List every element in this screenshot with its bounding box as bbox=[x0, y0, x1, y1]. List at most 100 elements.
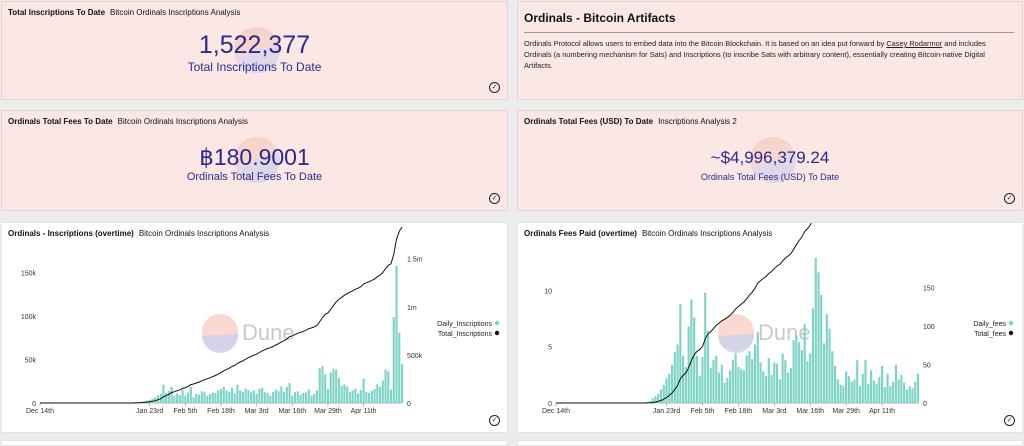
bar bbox=[856, 360, 858, 403]
bar bbox=[338, 378, 340, 403]
bar bbox=[297, 391, 299, 403]
y-tick-label-left: 5 bbox=[548, 345, 552, 352]
bar bbox=[754, 344, 756, 403]
artifacts-title: Ordinals - Bitcoin Artifacts bbox=[524, 11, 676, 25]
bar bbox=[162, 385, 164, 403]
bar bbox=[809, 353, 811, 403]
legend-label: Daily_Inscriptions bbox=[437, 321, 492, 328]
bar bbox=[184, 396, 186, 403]
bar bbox=[671, 365, 673, 403]
bar bbox=[357, 393, 359, 403]
bar bbox=[726, 378, 728, 403]
x-tick-label: Feb 18th bbox=[725, 408, 753, 415]
bar bbox=[820, 295, 822, 403]
bar bbox=[889, 386, 891, 403]
bar bbox=[278, 391, 280, 403]
bar bbox=[746, 356, 748, 403]
bar bbox=[302, 393, 304, 403]
bar bbox=[368, 393, 370, 403]
bar bbox=[737, 367, 739, 403]
bar bbox=[209, 394, 211, 403]
total-fees-usd-value: ~$4,996,379.24 bbox=[518, 148, 1022, 168]
bar bbox=[790, 368, 792, 403]
check-circle-icon: ✓ bbox=[1004, 193, 1015, 204]
bar bbox=[834, 366, 836, 403]
bar bbox=[341, 386, 343, 403]
total-inscriptions-value: 1,522,377 bbox=[2, 31, 507, 60]
bar bbox=[324, 374, 326, 403]
bar bbox=[900, 375, 902, 403]
bar bbox=[693, 317, 695, 403]
bar bbox=[374, 389, 376, 403]
artifacts-description: Ordinals Protocol allows users to embed … bbox=[524, 38, 1014, 71]
bar bbox=[804, 324, 806, 403]
y-tick-label-left: 100k bbox=[21, 314, 37, 321]
legend-label: Daily_fees bbox=[973, 321, 1006, 328]
bar bbox=[699, 376, 701, 403]
bar bbox=[256, 394, 258, 403]
bar bbox=[787, 373, 789, 403]
bar bbox=[837, 379, 839, 403]
bar bbox=[245, 389, 247, 403]
x-tick-label: Mar 29th bbox=[832, 408, 860, 415]
legend-swatch bbox=[495, 321, 499, 325]
bar bbox=[349, 392, 351, 403]
y-tick-label-left: 0 bbox=[32, 401, 36, 408]
bar bbox=[289, 383, 291, 403]
legend-swatch bbox=[1009, 331, 1013, 335]
y-tick-label-right: 0 bbox=[923, 401, 927, 408]
bar bbox=[269, 396, 271, 403]
bar bbox=[911, 388, 913, 403]
bar bbox=[724, 383, 726, 403]
x-tick-label: Apr 11th bbox=[351, 408, 377, 415]
bar bbox=[795, 335, 797, 403]
bar bbox=[316, 390, 318, 403]
bar bbox=[806, 361, 808, 403]
bar bbox=[704, 293, 706, 403]
bar bbox=[768, 358, 770, 403]
total-fees-value: ฿180.9001 bbox=[2, 144, 507, 171]
bar bbox=[701, 357, 703, 403]
x-tick-label: Feb 5th bbox=[173, 408, 197, 415]
bar bbox=[363, 379, 365, 403]
bar bbox=[382, 380, 384, 403]
y-tick-label-right: 150 bbox=[923, 285, 935, 292]
bar bbox=[906, 389, 908, 403]
bar bbox=[829, 329, 831, 403]
bar bbox=[721, 365, 723, 403]
bar bbox=[395, 266, 397, 403]
casey-rodarmor-link[interactable]: Casey Rodarmor bbox=[886, 39, 942, 48]
bar bbox=[198, 395, 200, 403]
y-tick-label-right: 500k bbox=[407, 353, 423, 360]
bar bbox=[864, 360, 866, 403]
bar bbox=[895, 365, 897, 403]
bar bbox=[379, 387, 381, 403]
bar bbox=[401, 364, 403, 403]
bar bbox=[236, 385, 238, 403]
bar bbox=[327, 389, 329, 403]
bar bbox=[294, 392, 296, 403]
bar bbox=[173, 396, 175, 403]
bar bbox=[223, 387, 225, 403]
bar bbox=[878, 377, 880, 403]
bar bbox=[253, 390, 255, 403]
y-tick-label-right: 50 bbox=[923, 362, 931, 369]
check-circle-icon: ✓ bbox=[489, 193, 500, 204]
x-tick-label: Mar 3rd bbox=[245, 408, 269, 415]
bar bbox=[848, 376, 850, 403]
bar bbox=[887, 374, 889, 403]
bar bbox=[190, 387, 192, 403]
y-tick-label-left: 10 bbox=[544, 288, 552, 295]
bar bbox=[712, 360, 714, 403]
bar bbox=[679, 304, 681, 403]
bar bbox=[740, 369, 742, 403]
bar bbox=[668, 374, 670, 403]
bar bbox=[665, 378, 667, 403]
bar bbox=[815, 258, 817, 403]
bar bbox=[793, 340, 795, 403]
bar bbox=[165, 393, 167, 403]
ordinals-artifacts-card: Ordinals - Bitcoin Artifacts Ordinals Pr… bbox=[517, 1, 1023, 100]
y-tick-label-right: 1.5m bbox=[407, 257, 423, 264]
y-tick-label-left: 150k bbox=[21, 271, 37, 278]
bar bbox=[851, 382, 853, 403]
